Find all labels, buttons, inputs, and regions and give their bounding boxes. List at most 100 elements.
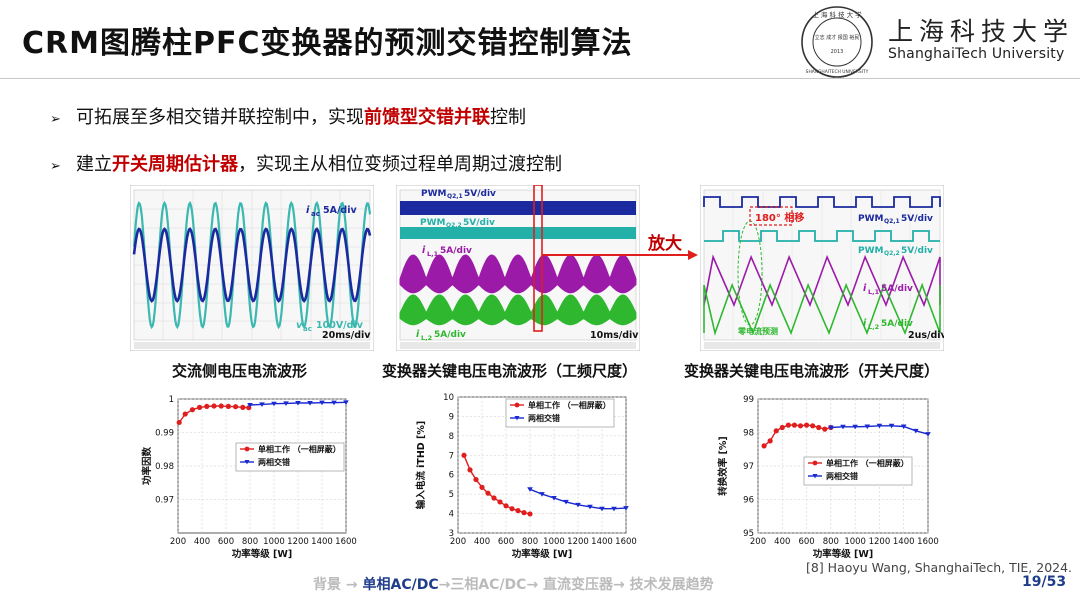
- scope2-pwm1-band: [400, 201, 636, 215]
- x-tick-label: 1200: [287, 537, 309, 547]
- x-tick-label: 600: [218, 537, 234, 547]
- bullet-1-highlight: 前馈型交错并联: [364, 107, 490, 128]
- legend-marker: [244, 446, 250, 452]
- zoom-arrow-icon: [542, 250, 698, 260]
- x-tick-label: 1400: [311, 537, 333, 547]
- legend-label: 两相交错: [826, 471, 858, 481]
- data-point: [473, 476, 479, 483]
- scope2-il2-symbol: i: [416, 329, 420, 340]
- x-tick-label: 1600: [615, 537, 637, 547]
- chart-efficiency: 200 400 600 800 1000 1200 1400 1600 99 98 97 96 95 功率…: [717, 395, 939, 559]
- data-point: [283, 401, 289, 406]
- x-tick-label: 600: [798, 537, 814, 547]
- nav-item-background[interactable]: 背景 →: [313, 577, 363, 593]
- bullet-arrow-icon: ➢: [50, 112, 61, 127]
- scope2-il2-envelope: [399, 294, 637, 326]
- data-point: [587, 504, 593, 510]
- scope2-il1-scale: 5A/div: [440, 246, 472, 256]
- legend-label: 单相工作 （一相屏蔽）: [826, 458, 909, 468]
- data-point: [491, 495, 497, 501]
- data-point: [816, 424, 822, 431]
- scope1-caption: 交流侧电压电流波形: [172, 362, 308, 380]
- data-point: [467, 467, 473, 473]
- x-tick-label: 400: [194, 537, 210, 547]
- chart-power-factor: 200 400 600 800 1000 1200 1400 1600 1 0.99 0.98 0.9…: [141, 395, 357, 559]
- data-point: [803, 422, 810, 428]
- scope-switching-waveform: 180° 相移 PWM Q2,1 5V/div PWM Q2,2 5V/div …: [700, 185, 944, 351]
- chart-ithd: 200 400 600 800 1000 1200 1400 1600 3 4 5 6 7 8 9 10 功率等…: [415, 393, 637, 559]
- nav-item-single-phase[interactable]: 单相AC/DC: [362, 577, 439, 593]
- scope2-pwm1-scale: 5V/div: [464, 189, 496, 199]
- data-point: [767, 438, 773, 444]
- data-point: [182, 411, 188, 417]
- x-tick-label: 200: [450, 537, 466, 547]
- y-tick-label: 5: [449, 490, 454, 500]
- data-point: [822, 426, 828, 432]
- data-point: [611, 506, 617, 512]
- y-tick-label: 3: [449, 529, 454, 539]
- data-point: [900, 424, 907, 430]
- data-point: [247, 403, 253, 408]
- bullet-1-text: 可拓展至多相交错并联控制中，实现: [76, 107, 364, 128]
- data-point: [876, 423, 883, 429]
- zoom-label: 放大: [648, 234, 682, 254]
- scope3-phase-shift-label: 180° 相移: [755, 211, 804, 224]
- scope3-il2-sub: L,2: [868, 323, 879, 331]
- data-point: [779, 424, 785, 431]
- bullet-arrow-icon: ➢: [50, 159, 61, 174]
- data-point: [791, 422, 798, 428]
- data-point: [343, 400, 349, 405]
- seal-year: 2013: [831, 49, 844, 55]
- scope3-pwm1-sub: Q2,1: [884, 218, 900, 225]
- x-tick-label: 1400: [893, 537, 915, 547]
- data-point: [211, 403, 217, 409]
- scope2-pwm1-sub: Q2,1: [447, 193, 463, 200]
- data-point: [240, 404, 246, 410]
- data-point: [509, 506, 515, 512]
- scope3-pwm1-scale: 5V/div: [901, 214, 933, 224]
- x-tick-label: 1200: [567, 537, 589, 547]
- scope3-il2-symbol: i: [863, 318, 867, 329]
- data-point: [461, 452, 467, 458]
- x-axis-label: 功率等级 [W]: [512, 548, 572, 559]
- bullet-1-text-end: 控制: [490, 107, 526, 128]
- legend-marker: [812, 460, 818, 466]
- scope1-iac-symbol: i: [306, 205, 310, 216]
- scope2-il1-symbol: i: [422, 245, 426, 256]
- data-point: [259, 402, 265, 407]
- y-tick-label: 7: [449, 451, 454, 461]
- scope3-pwm1-trace: [703, 196, 941, 208]
- data-point: [319, 400, 325, 406]
- data-point: [233, 404, 239, 410]
- section-navigation: 背景 → 单相AC/DC→三相AC/DC→ 直流变压器→ 技术发展趋势: [313, 574, 714, 594]
- x-tick-label: 1000: [543, 537, 565, 547]
- x-tick-label: 400: [474, 537, 490, 547]
- y-tick-label: 1: [169, 395, 174, 405]
- title-divider: [0, 78, 1080, 79]
- data-point: [295, 401, 301, 406]
- data-point: [852, 424, 858, 430]
- page-title: CRM图腾柱PFC变换器的预测交错控制算法: [22, 26, 633, 61]
- nav-item-rest[interactable]: →三相AC/DC→ 直流变压器→ 技术发展趋势: [438, 577, 714, 593]
- x-tick-label: 200: [750, 537, 766, 547]
- data-point: [189, 407, 195, 413]
- scope1-iac-scale: 5A/div: [323, 205, 357, 216]
- x-tick-label: 400: [774, 537, 790, 547]
- legend-marker: [514, 402, 520, 408]
- scope2-pwm2-scale: 5V/div: [463, 218, 495, 228]
- y-tick-label: 8: [449, 432, 454, 442]
- x-tick-label: 200: [170, 537, 186, 547]
- bullet-2: ➢ 建立开关周期估计器，实现主从相位变频过程单周期过渡控制: [50, 150, 562, 176]
- scope3-pwm2-label: PWM: [858, 246, 884, 256]
- y-tick-label: 10: [443, 393, 454, 403]
- scope2-il1-sub: L,1: [427, 250, 439, 258]
- data-point: [503, 503, 509, 509]
- scope-ac-waveform: i ac 5A/div v ac 100V/div 20ms/div: [130, 185, 374, 351]
- data-point: [331, 400, 337, 406]
- scope2-status-bar: [400, 342, 636, 349]
- y-tick-label: 99: [743, 395, 754, 405]
- scope3-pwm2-scale: 5V/div: [901, 246, 933, 256]
- scope1-iac-sub: ac: [311, 210, 320, 218]
- x-tick-label: 1600: [335, 537, 357, 547]
- scope2-pwm2-label: PWM: [420, 218, 446, 228]
